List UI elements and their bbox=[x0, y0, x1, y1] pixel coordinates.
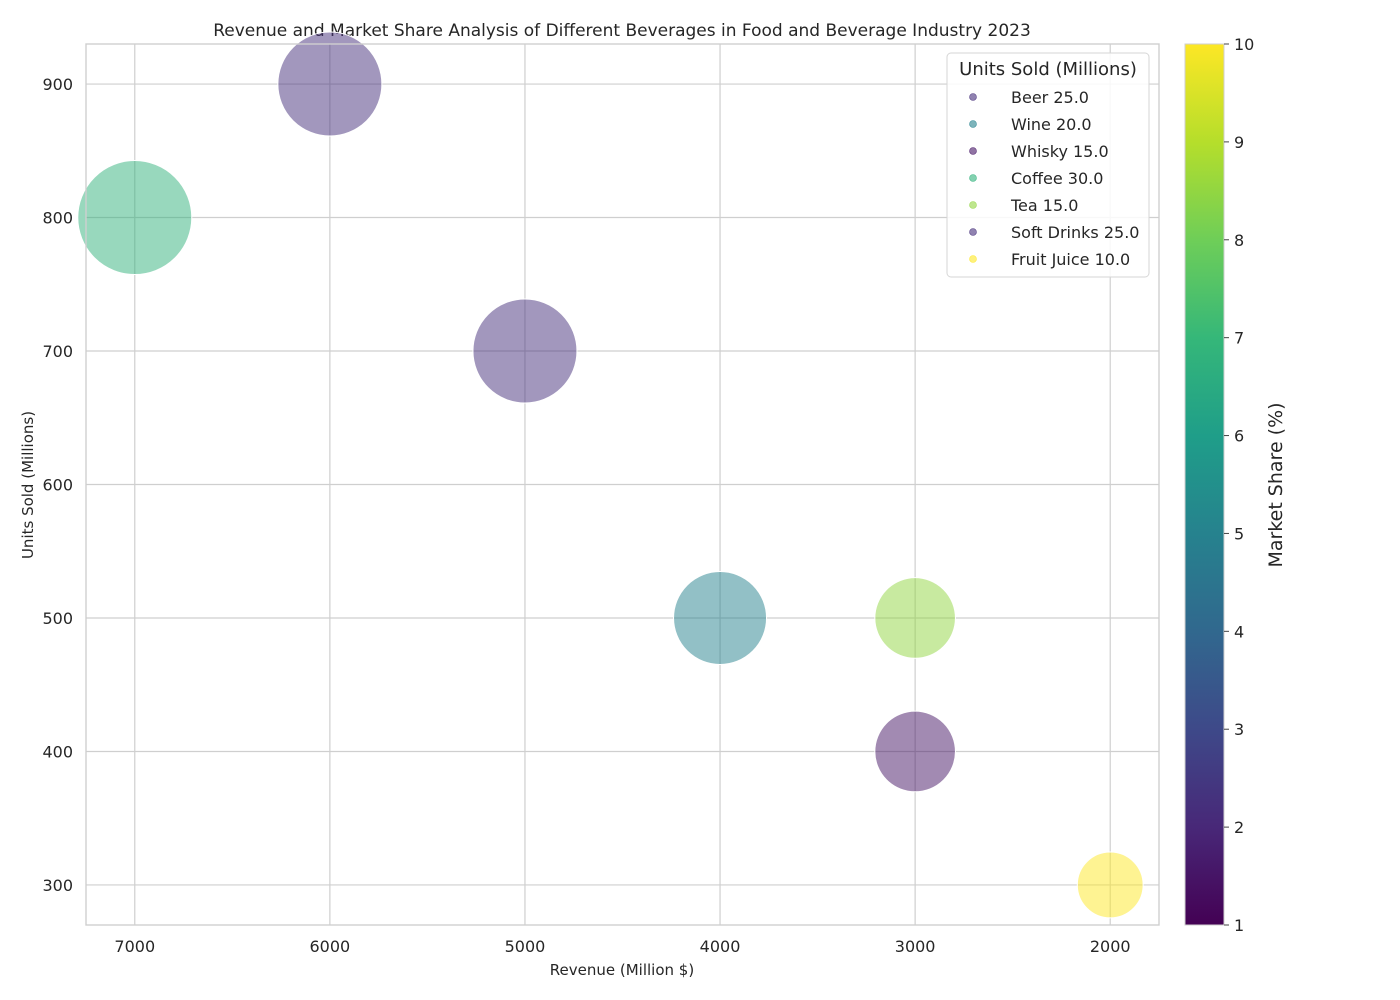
y-tick-label: 500 bbox=[42, 609, 73, 628]
legend-entry: Soft Drinks 25.0 bbox=[1011, 223, 1139, 242]
x-tick-label: 2000 bbox=[1090, 937, 1131, 956]
bubble-coffee bbox=[77, 160, 193, 276]
y-tick-label: 400 bbox=[42, 742, 73, 761]
legend-marker bbox=[969, 120, 977, 128]
colorbar-tick-label: 8 bbox=[1234, 231, 1244, 250]
y-tick-label: 900 bbox=[42, 75, 73, 94]
chart-title: Revenue and Market Share Analysis of Dif… bbox=[213, 21, 1031, 41]
bubble-wine bbox=[673, 570, 768, 665]
plot-frame bbox=[85, 43, 1160, 926]
legend-entry: Beer 25.0 bbox=[1011, 88, 1089, 107]
colorbar-tick-label: 1 bbox=[1234, 916, 1244, 935]
legend: Units Sold (Millions) Beer 25.0 Wine 20.0… bbox=[946, 52, 1150, 278]
colorbar-tick-label: 2 bbox=[1234, 818, 1244, 837]
bubble-tea bbox=[874, 577, 956, 659]
bubble-soft-drinks bbox=[472, 298, 578, 404]
colorbar-tick-label: 3 bbox=[1234, 720, 1244, 739]
colorbar-tick-label: 10 bbox=[1234, 35, 1254, 54]
y-tick-label: 300 bbox=[42, 876, 73, 895]
legend-marker bbox=[969, 174, 977, 182]
colorbar-tick-label: 7 bbox=[1234, 329, 1244, 348]
legend-entry: Fruit Juice 10.0 bbox=[1011, 250, 1130, 269]
x-tick-label: 4000 bbox=[700, 937, 741, 956]
y-axis-label: Units Sold (Millions) bbox=[19, 411, 37, 559]
bubble-beer bbox=[277, 31, 383, 137]
colorbar-tick-label: 9 bbox=[1234, 133, 1244, 152]
legend-entry: Tea 15.0 bbox=[1010, 196, 1078, 215]
legend-marker bbox=[969, 255, 977, 263]
bubbles bbox=[77, 31, 1144, 919]
colorbar-tick-label: 4 bbox=[1234, 622, 1244, 641]
colorbar-tick-label: 5 bbox=[1234, 524, 1244, 543]
colorbar-gradient bbox=[1184, 43, 1225, 926]
y-tick-label: 700 bbox=[42, 342, 73, 361]
legend-marker bbox=[969, 228, 977, 236]
legend-box bbox=[946, 52, 1150, 278]
colorbar-tick-label: 6 bbox=[1234, 427, 1244, 446]
colorbar-label: Market Share (%) bbox=[1265, 402, 1287, 567]
legend-marker bbox=[969, 93, 977, 101]
legend-entry: Wine 20.0 bbox=[1011, 115, 1092, 134]
legend-entry: Coffee 30.0 bbox=[1011, 169, 1103, 188]
legend-marker bbox=[969, 201, 977, 209]
legend-marker bbox=[969, 147, 977, 155]
x-axis-label: Revenue (Million $) bbox=[550, 961, 694, 979]
colorbar: 1 2 3 4 5 6 7 8 9 10 Market Share (%) bbox=[1184, 35, 1287, 935]
axis-ticks: 7000 6000 5000 4000 3000 2000 300 400 500 600 700 8… bbox=[42, 75, 1130, 956]
legend-entry: Whisky 15.0 bbox=[1011, 142, 1109, 161]
y-tick-label: 800 bbox=[42, 209, 73, 228]
bubble-whisky bbox=[874, 710, 956, 793]
x-tick-label: 7000 bbox=[114, 937, 155, 956]
x-tick-label: 6000 bbox=[310, 937, 351, 956]
x-tick-label: 3000 bbox=[895, 937, 936, 956]
y-tick-label: 600 bbox=[42, 476, 73, 495]
x-tick-label: 5000 bbox=[505, 937, 546, 956]
legend-title: Units Sold (Millions) bbox=[959, 59, 1137, 80]
bubble-fruit-juice bbox=[1076, 851, 1144, 919]
